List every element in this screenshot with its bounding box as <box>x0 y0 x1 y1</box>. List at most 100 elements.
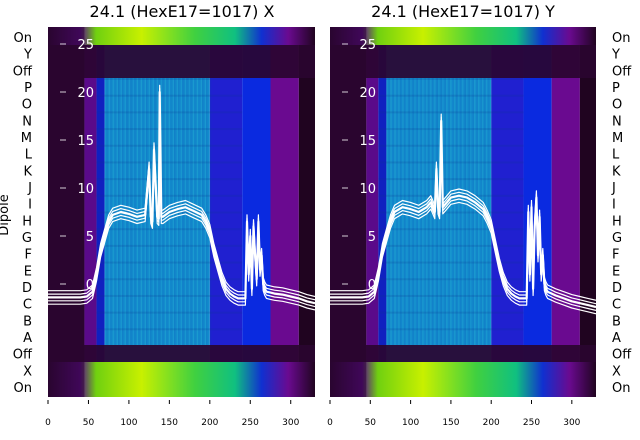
heatmap-streak <box>435 78 437 345</box>
heatmap-row-line <box>378 161 524 164</box>
y-tick-label: 0 <box>86 278 94 293</box>
heatmap-streak <box>471 78 473 345</box>
heatmap-streak <box>455 78 457 345</box>
heatmap-streak <box>175 78 177 345</box>
row-label: G <box>612 231 622 246</box>
heatmap-row-line <box>378 94 524 97</box>
heatmap-streak <box>389 78 391 345</box>
heatmap-streak <box>147 78 149 345</box>
edge-shade <box>48 27 85 397</box>
row-label: H <box>22 214 32 229</box>
x-tick-label: 250 <box>523 418 540 428</box>
heatmap-band <box>579 27 596 397</box>
x-tick-label: 100 <box>402 418 419 428</box>
heatmap-streak <box>470 78 472 345</box>
heatmap-row-line <box>96 178 243 181</box>
x-tick-label: 300 <box>563 418 580 428</box>
y-tick-label: 15 <box>77 134 94 149</box>
off-band <box>330 345 596 362</box>
heatmap-streak <box>466 78 468 345</box>
heatmap-streak <box>148 78 150 345</box>
heatmap-streak <box>450 78 452 345</box>
row-label: J <box>611 181 616 196</box>
row-label: H <box>612 214 622 229</box>
heatmap-streak <box>204 78 206 345</box>
row-label: A <box>23 331 32 346</box>
heatmap-row-line <box>378 144 524 147</box>
heatmap-streak <box>467 78 469 345</box>
spectrum-trace <box>330 113 596 301</box>
heatmap-streak <box>458 78 460 345</box>
heatmap-streak <box>174 78 176 345</box>
row-label: N <box>22 114 32 129</box>
heatmap-streak <box>206 78 208 345</box>
heatmap-streak <box>178 78 180 345</box>
heatmap-streak <box>402 78 404 345</box>
heatmap-streak <box>188 78 190 345</box>
row-label: J <box>27 181 32 196</box>
heatmap-streak <box>208 78 210 345</box>
heatmap-streak <box>136 78 138 345</box>
spectrum-stripe <box>48 27 315 45</box>
row-label: I <box>28 198 32 213</box>
heatmap-panel-x <box>48 27 315 397</box>
heatmap-streak <box>138 78 140 345</box>
heatmap-streak <box>475 78 477 345</box>
row-label: G <box>22 231 32 246</box>
y-axis-label: Dipole <box>0 194 12 235</box>
heatmap-streak <box>411 78 413 345</box>
heatmap-streak <box>454 78 456 345</box>
heatmap-band <box>378 27 387 397</box>
heatmap-row-line <box>378 244 524 247</box>
row-label: On <box>612 381 630 396</box>
heatmap-streak <box>428 78 431 345</box>
heatmap-streak <box>113 78 116 345</box>
heatmap-streak <box>198 78 200 345</box>
heatmap-streak <box>397 78 399 345</box>
spectrum-trace <box>48 84 315 298</box>
row-label: M <box>21 131 32 146</box>
x-tick-label: 200 <box>201 418 218 428</box>
heatmap-row-line <box>378 261 524 264</box>
heatmap-row-line <box>96 261 243 264</box>
heatmap-streak <box>472 78 475 345</box>
y-tick-label: 15 <box>359 134 376 149</box>
heatmap-streak <box>409 78 411 345</box>
heatmap-streak <box>390 78 392 345</box>
heatmap-streak <box>196 78 198 345</box>
heatmap-streak <box>159 78 161 345</box>
row-label: Off <box>13 348 33 363</box>
heatmap-streak <box>210 78 212 345</box>
row-label: X <box>612 364 621 379</box>
heatmap-row-line <box>378 211 524 214</box>
row-label: Y <box>611 48 620 63</box>
heatmap-row-line <box>96 311 243 314</box>
heatmap-streak <box>387 78 389 345</box>
x-tick-label: 200 <box>483 418 500 428</box>
row-label: D <box>22 281 32 296</box>
row-label: A <box>612 331 621 346</box>
heatmap-streak <box>190 78 192 345</box>
heatmap-band <box>298 27 315 397</box>
x-tick-label: 150 <box>442 418 459 428</box>
row-label: D <box>612 281 622 296</box>
row-label: O <box>612 98 622 113</box>
heatmap-streak <box>448 78 451 345</box>
heatmap-streak <box>490 78 492 345</box>
heatmap-streak <box>166 78 168 345</box>
heatmap-streak <box>422 78 424 345</box>
heatmap-streak <box>462 78 464 345</box>
row-label: O <box>22 98 32 113</box>
heatmap-row-line <box>96 228 243 231</box>
heatmap-row-line <box>96 161 243 164</box>
row-label: On <box>612 31 630 46</box>
heatmap-streak <box>468 78 471 345</box>
spectrum-stripe <box>330 27 596 45</box>
heatmap-streak <box>108 78 110 345</box>
row-label: C <box>612 298 621 313</box>
off-band <box>330 45 596 78</box>
